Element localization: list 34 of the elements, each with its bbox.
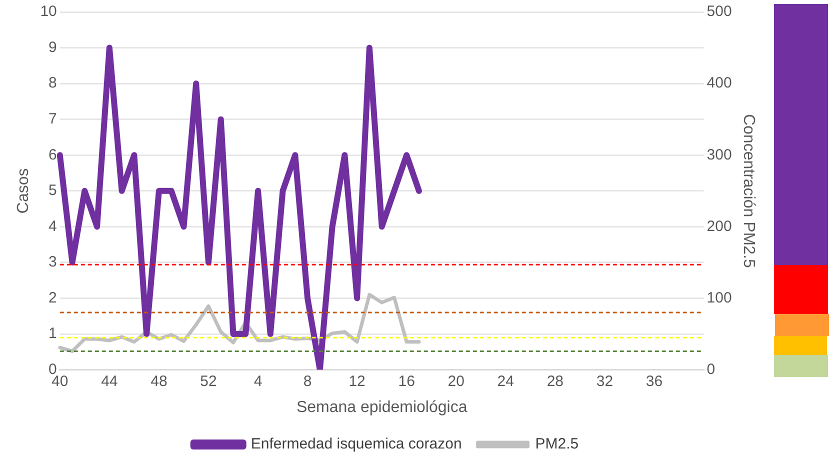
- x-tick-label: 20: [448, 372, 464, 390]
- y-tick-label: 3: [48, 254, 57, 271]
- y-axis-title: Casos: [15, 168, 32, 214]
- y-tick-label: 10: [40, 3, 57, 20]
- x-tick-label: 48: [150, 372, 168, 390]
- y2-tick-label: 500: [706, 3, 732, 20]
- y-tick-label: 8: [48, 74, 57, 92]
- legend-label: Enfermedad isquemica corazon: [250, 436, 462, 453]
- x-tick-label: 32: [596, 372, 614, 390]
- y-tick-label: 4: [48, 218, 57, 235]
- y2-tick-label: 0: [706, 360, 716, 378]
- x-tick-label: 52: [200, 372, 217, 390]
- x-tick-label: 8: [303, 372, 312, 390]
- legend-label: PM2.5: [535, 436, 579, 453]
- x-tick-label: 16: [398, 372, 415, 390]
- x-tick-label: 24: [497, 372, 514, 390]
- y-tick-label: 7: [48, 110, 57, 128]
- x-tick-label: 44: [101, 372, 118, 390]
- x-tick-label: 28: [546, 372, 564, 390]
- x-tick-label: 40: [52, 372, 68, 390]
- y-tick-label: 9: [48, 38, 57, 56]
- x-axis-title: Semana epidemiológica: [296, 398, 468, 416]
- x-tick-label: 4: [254, 372, 262, 390]
- x-tick-label: 12: [348, 372, 366, 390]
- y2-tick-label: 400: [706, 74, 732, 92]
- y-tick-label: 5: [48, 182, 57, 200]
- y-tick-label: 1: [48, 325, 57, 342]
- y-tick-label: 2: [48, 289, 57, 306]
- y2-tick-label: 100: [706, 289, 732, 306]
- y2-axis-title: Concentración PM2.5: [740, 114, 757, 268]
- y-tick-label: 6: [48, 146, 57, 164]
- x-tick-label: 36: [646, 372, 663, 390]
- y2-tick-label: 300: [706, 146, 732, 164]
- y2-tick-label: 200: [706, 218, 732, 235]
